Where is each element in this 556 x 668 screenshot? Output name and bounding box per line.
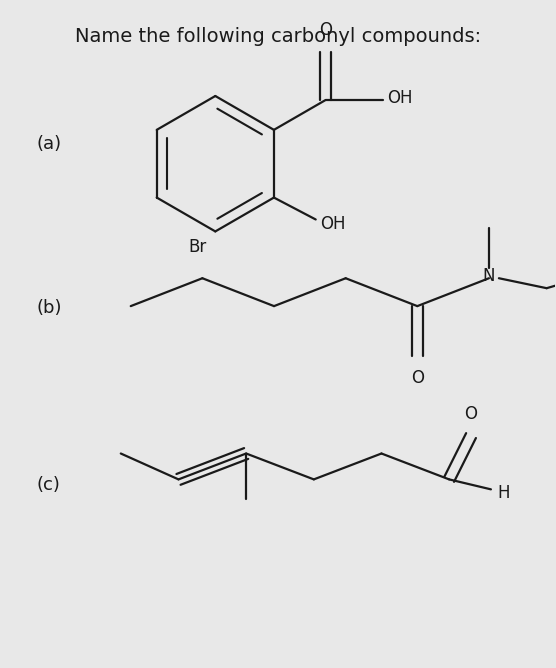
Text: (a): (a) [36,135,61,153]
Text: O: O [411,369,424,387]
Text: Name the following carbonyl compounds:: Name the following carbonyl compounds: [75,27,481,46]
Text: H: H [497,484,509,502]
Text: (c): (c) [36,476,60,494]
Text: N: N [483,267,495,285]
Text: OH: OH [388,89,413,107]
Text: Br: Br [188,238,206,257]
Text: O: O [464,405,478,423]
Text: (b): (b) [36,299,62,317]
Text: O: O [319,21,332,39]
Text: OH: OH [320,216,345,233]
